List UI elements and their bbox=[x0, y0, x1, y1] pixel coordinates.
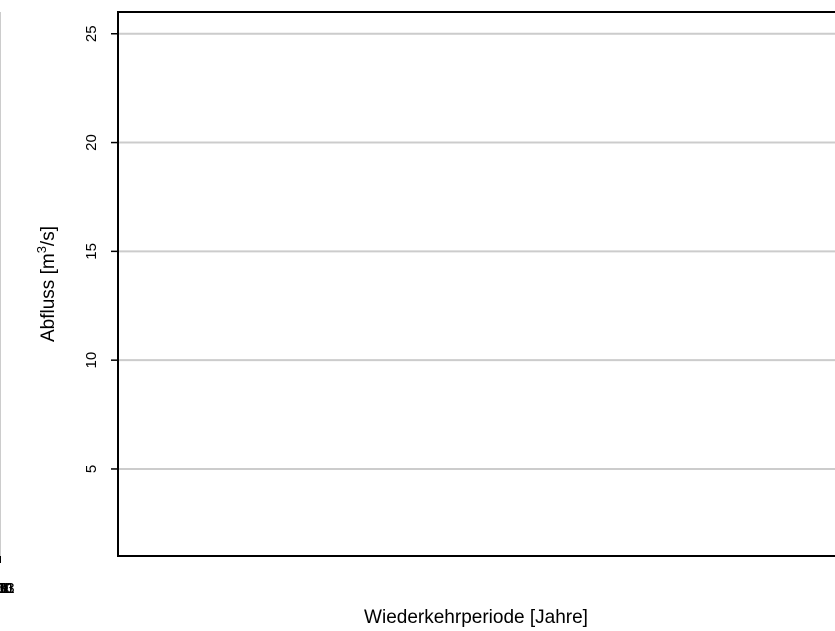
y-tick-label: 25 bbox=[83, 25, 100, 42]
y-axis-title-tail: /s] bbox=[38, 226, 59, 246]
x-tick-label: 1.01 bbox=[0, 580, 15, 597]
y-axis-title: Abfluss [m3/s] bbox=[34, 226, 59, 342]
y-tick-label: 5 bbox=[83, 465, 100, 473]
x-tick-label: 1.1 bbox=[0, 580, 10, 597]
y-tick-label: 15 bbox=[83, 243, 100, 260]
x-tick-label: 5 bbox=[0, 580, 4, 597]
y-tick-label: 20 bbox=[83, 134, 100, 151]
x-tick-label: 2.33 bbox=[0, 580, 15, 597]
y-tick-label: 10 bbox=[83, 352, 100, 369]
plot-frame bbox=[117, 11, 835, 557]
grid bbox=[0, 12, 835, 556]
x-tick-label: 10 bbox=[0, 580, 8, 597]
x-tick-label: 30 bbox=[0, 580, 8, 597]
x-tick-label: 300 bbox=[0, 580, 13, 597]
x-tick-label: 100 bbox=[0, 580, 13, 597]
y-axis-title-sup: 3 bbox=[34, 246, 49, 253]
y-axis-title-main: Abfluss [m bbox=[38, 253, 59, 342]
x-tick-label: 50 bbox=[0, 580, 8, 597]
x-axis-title: Wiederkehrperiode [Jahre] bbox=[364, 607, 588, 628]
axis-ticks: 1.011.12.335103050100300510152025 bbox=[0, 25, 118, 597]
